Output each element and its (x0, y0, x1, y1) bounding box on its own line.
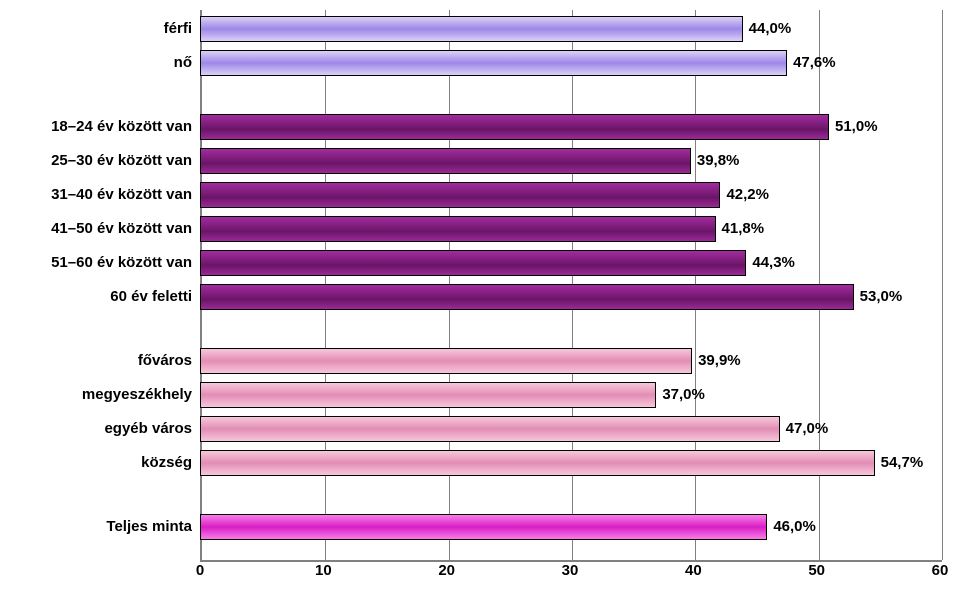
x-tick-label: 60 (910, 562, 970, 579)
chart-row: főváros 39,9% (0, 348, 970, 374)
x-tick-label: 10 (293, 562, 353, 579)
category-label: 18–24 év között van (0, 114, 192, 140)
chart-row: 18–24 év között van 51,0% (0, 114, 970, 140)
category-label: férfi (0, 16, 192, 42)
chart-row: 25–30 év között van 39,8% (0, 148, 970, 174)
value-label: 47,0% (786, 416, 829, 442)
bar-chart: 0 10 20 30 40 50 60 férfi 44,0% nő 47,6% 18–24 év k… (0, 0, 970, 604)
bar (200, 382, 656, 408)
value-label: 44,0% (749, 16, 792, 42)
category-label: 25–30 év között van (0, 148, 192, 174)
bar (200, 450, 875, 476)
bar (200, 114, 829, 140)
value-label: 44,3% (752, 250, 795, 276)
x-tick-label: 20 (417, 562, 477, 579)
value-label: 47,6% (793, 50, 836, 76)
category-label: község (0, 450, 192, 476)
category-label: egyéb város (0, 416, 192, 442)
category-label: 31–40 év között van (0, 182, 192, 208)
category-label: főváros (0, 348, 192, 374)
chart-row: egyéb város 47,0% (0, 416, 970, 442)
chart-row: 60 év feletti 53,0% (0, 284, 970, 310)
value-label: 39,9% (698, 348, 741, 374)
x-tick-label: 0 (170, 562, 230, 579)
bar (200, 250, 746, 276)
category-label: 60 év feletti (0, 284, 192, 310)
category-label: Teljes minta (0, 514, 192, 540)
value-label: 41,8% (722, 216, 765, 242)
value-label: 53,0% (860, 284, 903, 310)
value-label: 54,7% (881, 450, 924, 476)
bar (200, 284, 854, 310)
chart-row: 31–40 év között van 42,2% (0, 182, 970, 208)
value-label: 39,8% (697, 148, 740, 174)
x-tick-label: 40 (663, 562, 723, 579)
chart-row: 41–50 év között van 41,8% (0, 216, 970, 242)
chart-row: megyeszékhely 37,0% (0, 382, 970, 408)
bar (200, 348, 692, 374)
category-label: megyeszékhely (0, 382, 192, 408)
category-label: 51–60 év között van (0, 250, 192, 276)
bar (200, 416, 780, 442)
bar (200, 148, 691, 174)
value-label: 42,2% (726, 182, 769, 208)
chart-row: Teljes minta 46,0% (0, 514, 970, 540)
chart-row: 51–60 év között van 44,3% (0, 250, 970, 276)
bar (200, 182, 720, 208)
value-label: 37,0% (662, 382, 705, 408)
chart-row: község 54,7% (0, 450, 970, 476)
x-tick-label: 50 (787, 562, 847, 579)
category-label: nő (0, 50, 192, 76)
chart-row: nő 47,6% (0, 50, 970, 76)
x-tick-label: 30 (540, 562, 600, 579)
bar (200, 50, 787, 76)
value-label: 46,0% (773, 514, 816, 540)
value-label: 51,0% (835, 114, 878, 140)
bar (200, 216, 716, 242)
chart-row: férfi 44,0% (0, 16, 970, 42)
category-label: 41–50 év között van (0, 216, 192, 242)
bar (200, 514, 767, 540)
bar (200, 16, 743, 42)
